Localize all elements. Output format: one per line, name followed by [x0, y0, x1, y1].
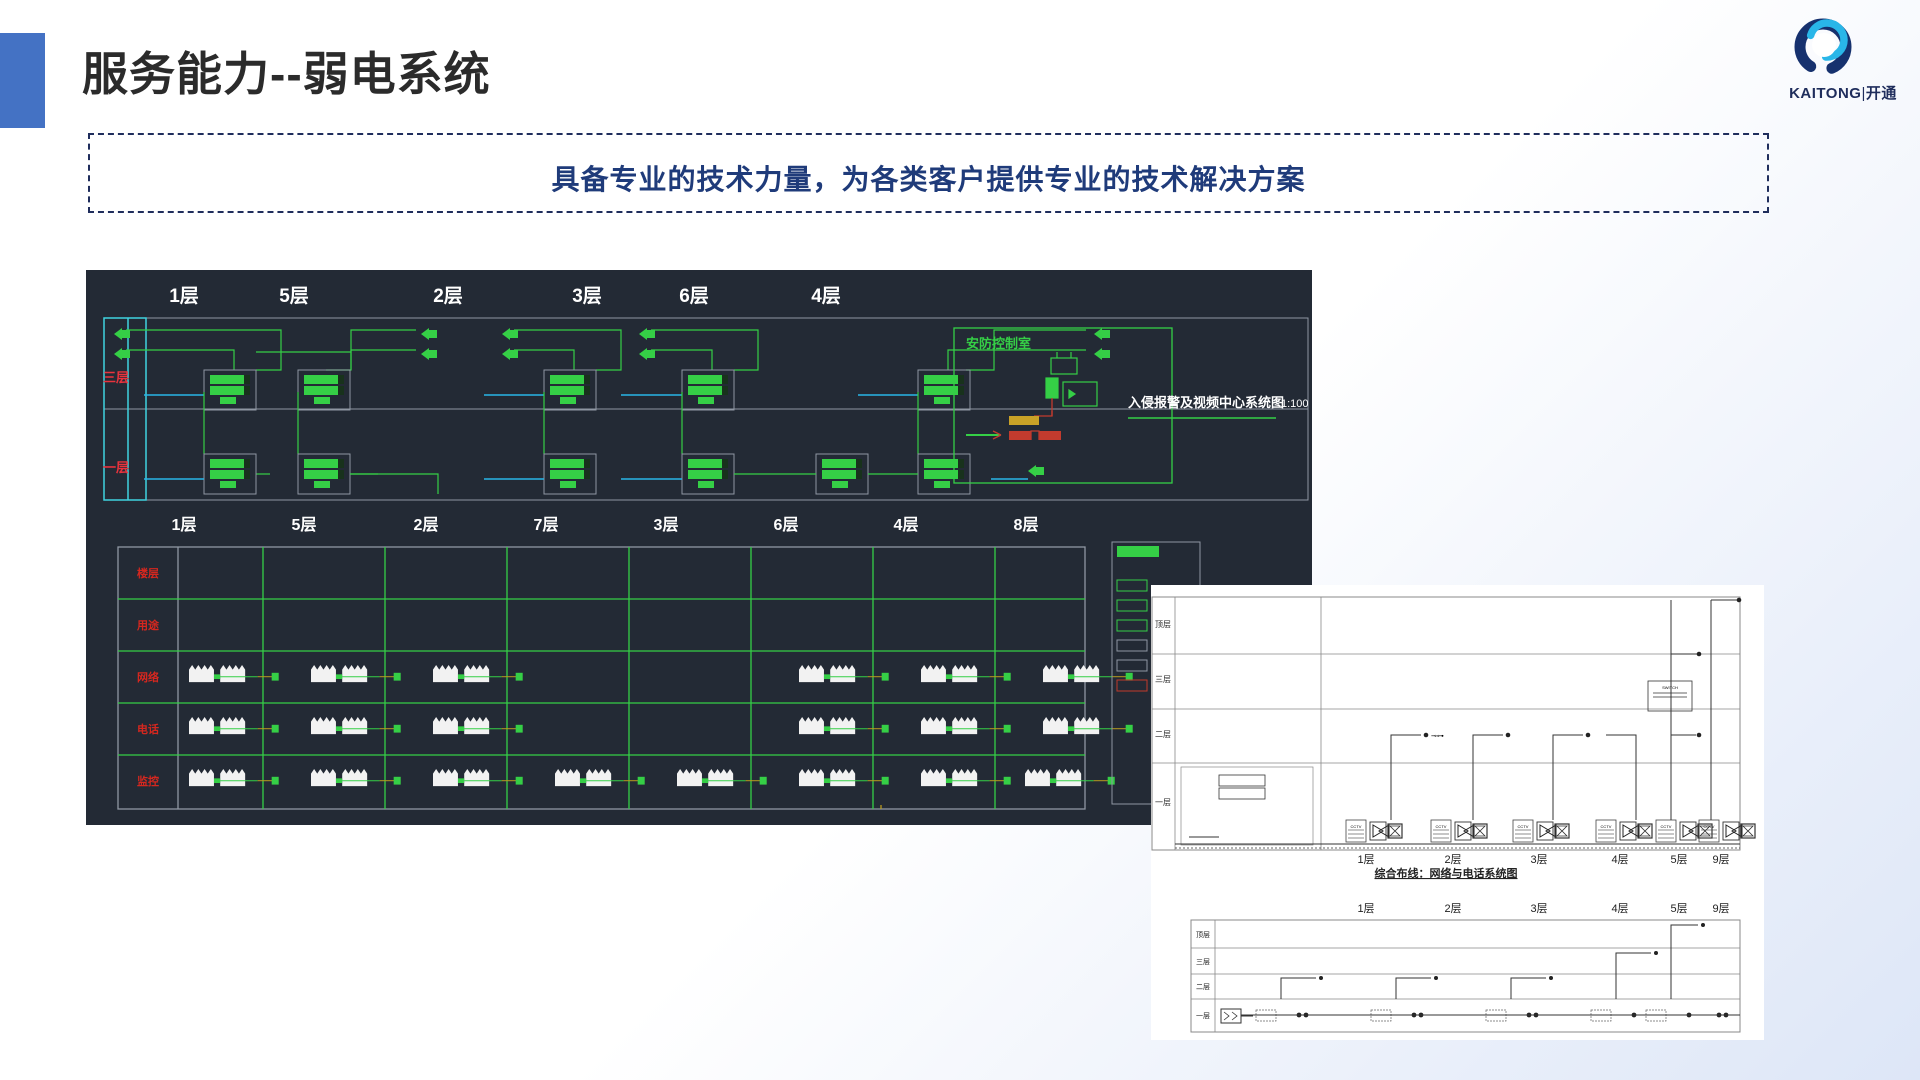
- svg-text:二层: 二层: [1155, 730, 1171, 739]
- svg-text:6层: 6层: [679, 285, 709, 307]
- svg-text:⊸⊶: ⊸⊶: [1431, 733, 1444, 740]
- svg-text:1层: 1层: [172, 516, 197, 534]
- svg-text:3层: 3层: [1530, 853, 1547, 866]
- svg-text:楼层: 楼层: [137, 566, 159, 580]
- svg-text:3层: 3层: [654, 516, 679, 534]
- svg-text:三层: 三层: [1196, 958, 1210, 966]
- svg-text:一层: 一层: [103, 460, 129, 475]
- svg-text:5层: 5层: [1670, 902, 1687, 915]
- svg-text:4层: 4层: [1611, 853, 1628, 866]
- svg-text:4层: 4层: [894, 516, 919, 534]
- svg-text:一层: 一层: [1196, 1012, 1210, 1020]
- svg-text:5层: 5层: [292, 516, 317, 534]
- svg-text:2层: 2层: [1444, 853, 1461, 866]
- svg-text:监控: 监控: [137, 774, 159, 788]
- svg-text:5层: 5层: [279, 285, 309, 307]
- svg-text:一层: 一层: [1155, 798, 1171, 807]
- svg-text:安防控制室: 安防控制室: [966, 336, 1031, 351]
- svg-text:顶层: 顶层: [1155, 620, 1171, 629]
- svg-text:三层: 三层: [103, 370, 129, 385]
- svg-text:8层: 8层: [1014, 516, 1039, 534]
- svg-text:SWITCH: SWITCH: [1662, 685, 1678, 690]
- svg-text:用途: 用途: [137, 618, 160, 632]
- svg-text:综合布线：网络与电话系统图: 综合布线：网络与电话系统图: [1375, 866, 1518, 880]
- svg-text:网络: 网络: [137, 670, 159, 684]
- svg-text:电话: 电话: [137, 722, 159, 736]
- svg-text:6层: 6层: [774, 516, 799, 534]
- svg-text:三层: 三层: [1155, 675, 1171, 684]
- svg-text:3层: 3层: [572, 285, 602, 307]
- svg-text:9层: 9层: [1712, 853, 1729, 866]
- svg-text:9层: 9层: [1712, 902, 1729, 915]
- svg-text:1层: 1层: [1357, 853, 1374, 866]
- svg-text:1:100: 1:100: [1281, 398, 1309, 410]
- svg-text:2层: 2层: [414, 516, 439, 534]
- svg-text:2层: 2层: [433, 285, 463, 307]
- svg-text:5层: 5层: [1670, 853, 1687, 866]
- svg-text:入侵报警及视频中心系统图: 入侵报警及视频中心系统图: [1128, 395, 1284, 410]
- svg-text:7层: 7层: [534, 516, 559, 534]
- svg-text:2层: 2层: [1444, 902, 1461, 915]
- svg-text:1层: 1层: [169, 285, 199, 307]
- svg-text:顶层: 顶层: [1196, 931, 1210, 939]
- svg-text:4层: 4层: [1611, 902, 1628, 915]
- svg-text:4层: 4层: [811, 285, 841, 307]
- svg-text:1层: 1层: [1357, 902, 1374, 915]
- svg-text:3层: 3层: [1530, 902, 1547, 915]
- svg-text:二层: 二层: [1196, 983, 1210, 991]
